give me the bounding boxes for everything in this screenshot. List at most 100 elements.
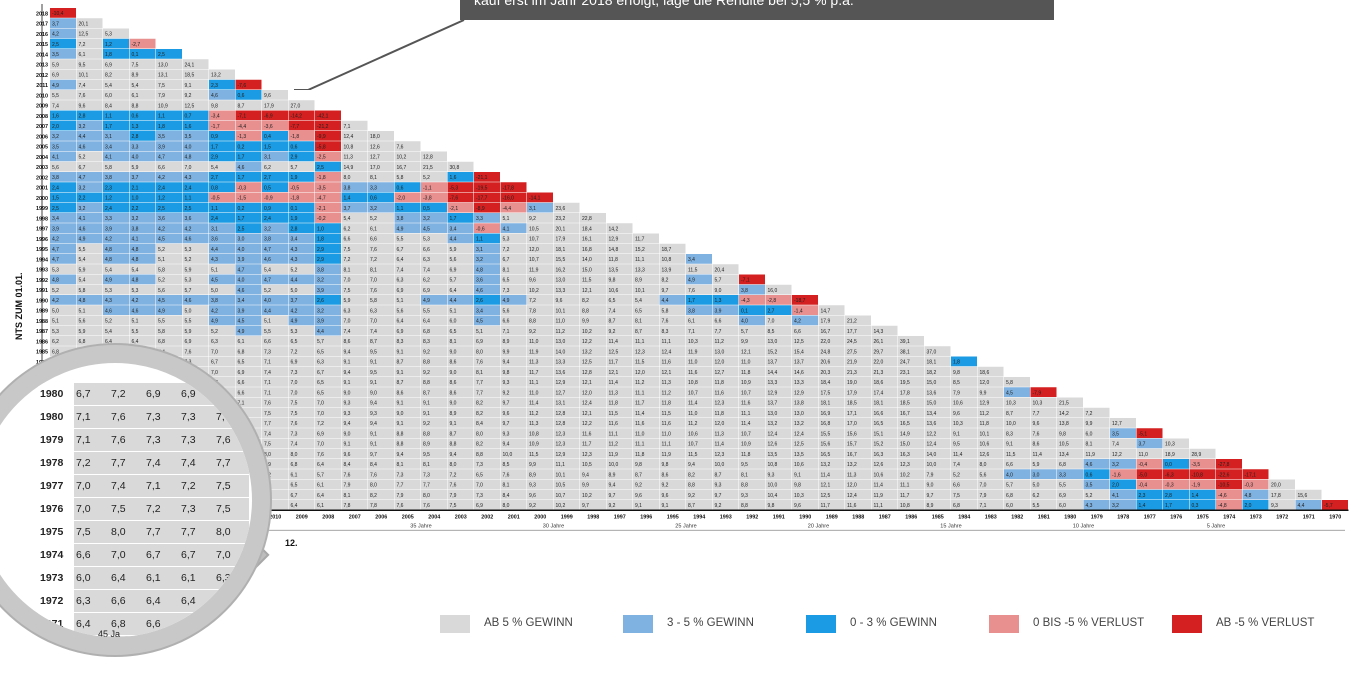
cell-value: 12,1 xyxy=(582,380,592,386)
heatmap-cell xyxy=(76,305,103,315)
cell-value: 28,9 xyxy=(1192,452,1202,458)
cell-value: 9,8 xyxy=(635,462,642,468)
heatmap-cell xyxy=(712,264,739,274)
heatmap-cell xyxy=(659,254,686,264)
heatmap-cell xyxy=(739,274,765,285)
cell-value: 10,7 xyxy=(688,390,698,396)
cell-value: 8,6 xyxy=(1033,442,1040,448)
cell-value: 11,7 xyxy=(635,237,645,243)
cell-value: 21,3 xyxy=(847,370,857,376)
cell-value: 14,6 xyxy=(794,370,804,376)
heatmap-cell xyxy=(924,438,951,449)
heatmap-cell xyxy=(580,305,606,315)
cell-value: -3,5 xyxy=(1192,462,1201,468)
heatmap-cell xyxy=(103,100,129,110)
heatmap-cell xyxy=(341,151,368,162)
cell-value: 7,2 xyxy=(450,472,457,478)
magnified-cell: 7,7 xyxy=(179,520,214,544)
cell-value: 4,4 xyxy=(264,308,271,314)
magnified-row-label: 1970 xyxy=(38,635,74,637)
cell-value: 8,2 xyxy=(476,442,483,448)
cell-value: 5,6 xyxy=(503,308,510,314)
cell-value: 8,1 xyxy=(635,319,642,325)
cell-value: 10,6 xyxy=(953,401,963,407)
heatmap-cell xyxy=(871,407,898,418)
heatmap-cell xyxy=(1110,428,1136,438)
cell-value: 16,8 xyxy=(821,421,831,427)
cell-value: 5,0 xyxy=(291,288,298,294)
cell-value: 4,6 xyxy=(105,308,112,314)
heatmap-cell xyxy=(739,346,765,356)
heatmap-cell xyxy=(1030,489,1057,500)
heatmap-cell xyxy=(50,28,76,39)
heatmap-cell xyxy=(500,213,527,223)
cell-value: 9,1 xyxy=(344,442,351,448)
heatmap-cell xyxy=(341,284,368,295)
cell-value: 3,3 xyxy=(1059,472,1066,478)
heatmap-cell xyxy=(182,172,209,182)
heatmap-cell xyxy=(898,377,924,387)
cell-value: 0,5 xyxy=(423,206,430,212)
heatmap-cell xyxy=(209,336,235,346)
cell-value: 0,3 xyxy=(1192,503,1199,509)
heatmap-cell xyxy=(739,387,765,397)
heatmap-cell xyxy=(474,356,500,367)
heatmap-cell xyxy=(739,315,765,326)
heatmap-cell xyxy=(606,459,633,469)
heatmap-cell xyxy=(341,448,368,459)
magnified-cell: 7,7 xyxy=(214,451,249,475)
heatmap-cell xyxy=(209,192,235,203)
heatmap-cell xyxy=(421,336,447,346)
cell-value: -7,6 xyxy=(450,196,459,202)
heatmap-cell xyxy=(1057,479,1083,490)
duration-tick-label: 5 Jahre xyxy=(1207,523,1225,529)
cell-value: 15,7 xyxy=(847,442,857,448)
heatmap-cell xyxy=(156,223,182,233)
cell-value: 5,8 xyxy=(105,165,112,171)
heatmap-cell xyxy=(633,305,659,315)
magnified-cell: 7,5 xyxy=(74,520,109,544)
cell-value: 9,9 xyxy=(980,390,987,396)
cell-value: 8,0 xyxy=(450,462,457,468)
heatmap-cell xyxy=(818,315,845,326)
cell-value: 6,5 xyxy=(291,339,298,345)
heatmap-cell xyxy=(527,264,553,274)
heatmap-cell xyxy=(686,325,712,336)
heatmap-cell xyxy=(50,49,76,59)
cell-value: 5,8 xyxy=(79,288,86,294)
cell-value: 4,9 xyxy=(79,237,86,243)
heatmap-cell xyxy=(633,264,659,274)
cell-value: -14,2 xyxy=(291,114,303,120)
heatmap-cell xyxy=(368,500,394,510)
heatmap-cell xyxy=(633,479,659,490)
cell-value: 6,8 xyxy=(79,339,86,345)
heatmap-cell xyxy=(50,172,76,182)
cell-value: 7,5 xyxy=(291,401,298,407)
heatmap-cell xyxy=(315,131,341,141)
magnified-cell: 8,0 xyxy=(214,520,249,544)
heatmap-cell xyxy=(103,151,129,162)
cell-value: 7,1 xyxy=(688,329,695,335)
cell-value: 11,2 xyxy=(529,411,539,417)
heatmap-cell xyxy=(76,18,103,28)
cell-value: 14,9 xyxy=(900,431,910,437)
magnified-row: 1972 6,3 6,6 6,4 6,4 6,6 xyxy=(38,589,249,613)
heatmap-cell xyxy=(845,459,871,469)
heatmap-cell xyxy=(527,407,553,418)
heatmap-cell xyxy=(712,274,739,285)
cell-value: 7,0 xyxy=(344,278,351,284)
heatmap-cell xyxy=(447,366,474,377)
cell-value: 14,0 xyxy=(927,452,937,458)
cell-value: 1,0 xyxy=(317,226,324,232)
cell-value: 15,1 xyxy=(874,431,884,437)
cell-value: 7,7 xyxy=(476,390,483,396)
cell-value: -3,4 xyxy=(211,114,220,120)
magnified-row: 1979 7,1 7,6 7,3 7,3 7,6 xyxy=(38,428,249,452)
cell-value: 9,1 xyxy=(635,503,642,509)
cell-value: 9,3 xyxy=(370,411,377,417)
cell-value: 3,4 xyxy=(476,308,483,314)
cell-value: 15,5 xyxy=(556,257,566,263)
cell-value: 17,1 xyxy=(847,411,857,417)
heatmap-cell xyxy=(633,274,659,285)
heatmap-cell xyxy=(633,233,659,244)
